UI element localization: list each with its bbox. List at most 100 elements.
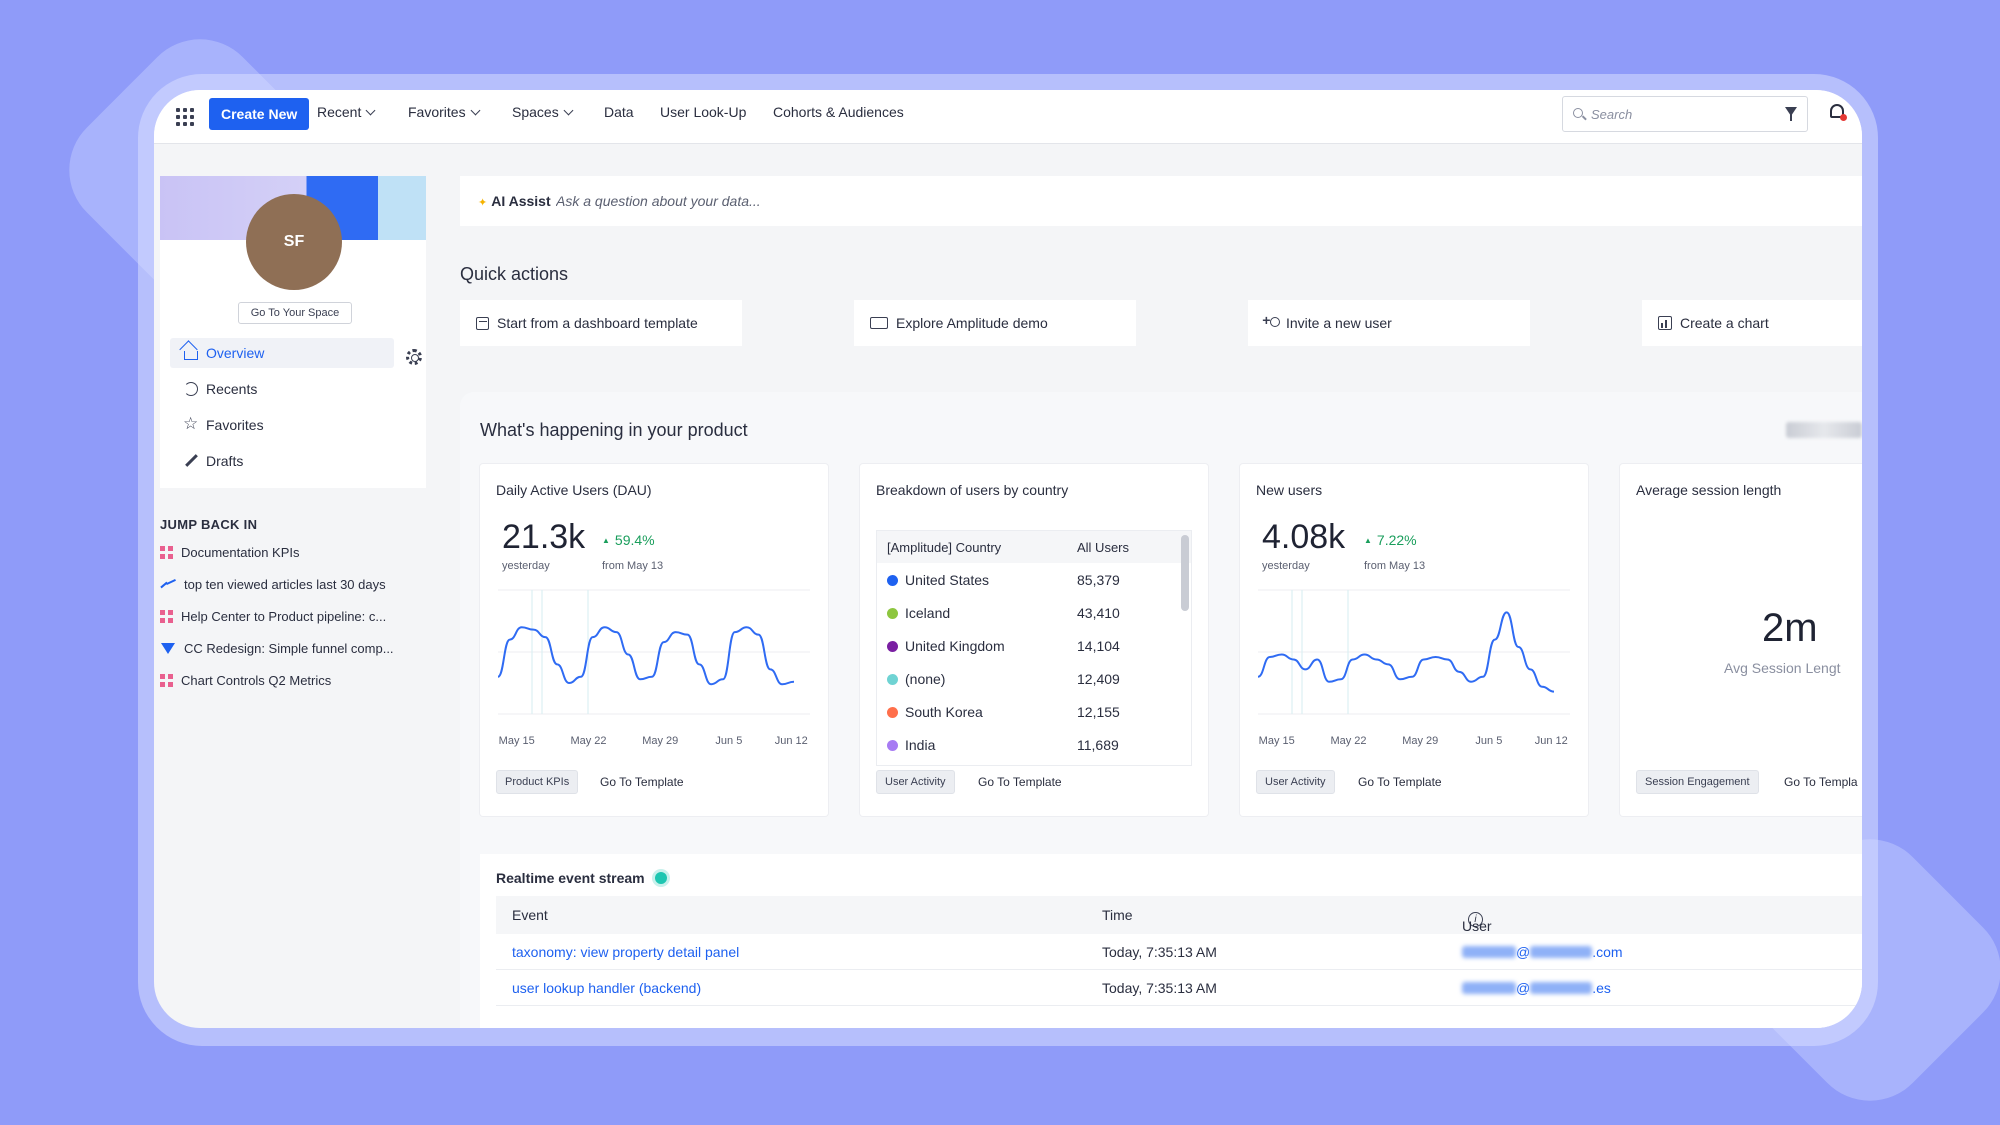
app-grid-icon[interactable] [176,108,194,126]
table-row[interactable]: (none) 12,409 [877,663,1177,696]
series-line [1258,611,1555,693]
sidebar-item-overview[interactable]: Overview [170,338,394,368]
dau-card[interactable]: Daily Active Users (DAU) 21.3k yesterday… [480,464,828,816]
sidebar-item-drafts[interactable]: Drafts [170,446,394,476]
nav-spaces[interactable]: Spaces [512,104,574,120]
session-length-value: 2m [1762,606,1818,650]
new-users-value: 4.08k [1262,518,1346,556]
search-input[interactable] [1591,103,1771,125]
go-to-template-link[interactable]: Go To Templa [1784,775,1858,789]
avatar[interactable]: SF [246,194,342,290]
ai-assist-bar: AI Assist [460,176,1862,226]
table-row[interactable]: user lookup handler (backend) Today, 7:35… [496,970,1862,1006]
jump-item[interactable]: Documentation KPIs [160,541,430,563]
series-color-dot [887,575,898,586]
go-to-template-link[interactable]: Go To Template [600,775,684,789]
table-row[interactable]: taxonomy: view property detail panel Toda… [496,934,1862,970]
dau-value: 21.3k [502,518,586,556]
new-users-card[interactable]: New users 4.08k yesterday 7.22% from May… [1240,464,1588,816]
pencil-icon [184,454,198,468]
column-header-user: User i [1462,907,1492,934]
jump-item[interactable]: top ten viewed articles last 30 days [160,573,430,595]
event-user[interactable]: @ .es [1462,980,1611,996]
card-tag[interactable]: User Activity [876,770,955,794]
table-scrollbar[interactable] [1181,535,1189,611]
go-to-template-link[interactable]: Go To Template [1358,775,1442,789]
gear-icon[interactable] [406,349,422,365]
dau-sub-label: yesterday [502,560,550,572]
session-length-card[interactable]: Average session length 2m Avg Session Le… [1620,464,1862,816]
nav-user-lookup[interactable]: User Look-Up [660,104,747,120]
table-row[interactable]: Iceland 43,410 [877,597,1177,630]
country-name: United States [905,572,990,588]
create-new-button[interactable]: Create New [209,98,310,130]
redacted-text [1530,946,1593,958]
quick-action-explore-demo[interactable]: Explore Amplitude demo [854,300,1136,346]
new-users-from-label: from May 13 [1364,560,1426,572]
quick-action-create-chart[interactable]: Create a chart [1642,300,1862,346]
jump-item[interactable]: Chart Controls Q2 Metrics [160,669,430,691]
quick-action-dashboard-template[interactable]: Start from a dashboard template [460,300,742,346]
jump-item[interactable]: CC Redesign: Simple funnel comp... [160,637,430,659]
country-user-count: 12,409 [1077,671,1120,687]
card-title: Breakdown of users by country [876,482,1069,498]
sidebar-item-label: Recents [206,381,258,397]
series-color-dot [887,707,898,718]
card-tag[interactable]: User Activity [1256,770,1335,794]
series-color-dot [887,674,898,685]
redacted-text [1462,982,1516,994]
demo-icon [870,317,888,329]
info-icon[interactable]: i [1468,912,1483,927]
filter-icon[interactable] [1785,107,1797,121]
jump-item-label: top ten viewed articles last 30 days [184,576,386,592]
sidebar-item-recents[interactable]: Recents [170,374,394,404]
profile-card: SF Go To Your Space Overview Recents Fav… [160,176,426,488]
redacted-text [1530,982,1593,994]
dashboard-icon [160,609,173,623]
table-row[interactable]: United States 85,379 [877,564,1177,597]
table-row[interactable]: India 11,689 [877,729,1177,762]
card-title: Daily Active Users (DAU) [496,482,652,498]
series-color-dot [887,608,898,619]
country-user-count: 14,104 [1077,638,1120,654]
quick-actions-title: Quick actions [460,264,569,284]
table-row[interactable]: United Kingdom 14,104 [877,630,1177,663]
quick-action-invite-user[interactable]: Invite a new user [1248,300,1530,346]
dau-delta: 59.4% [602,532,655,548]
product-panel-title: What's happening in your product [480,420,748,440]
card-tag[interactable]: Session Engagement [1636,770,1759,794]
table-row[interactable]: South Korea 12,155 [877,696,1177,729]
go-to-your-space-button[interactable]: Go To Your Space [238,302,352,324]
country-breakdown-card[interactable]: Breakdown of users by country [Amplitude… [860,464,1208,816]
search-box [1562,96,1808,132]
nav-data[interactable]: Data [604,104,634,120]
user-domain: .com [1592,944,1623,960]
jump-item[interactable]: Help Center to Product pipeline: c... [160,605,430,627]
go-to-template-link[interactable]: Go To Template [978,775,1062,789]
top-navigation: Create New Recent Favorites Spaces Data … [154,90,1862,144]
jump-back-in-title: JUMP BACK IN [160,517,258,532]
nav-recent[interactable]: Recent [317,104,376,120]
nav-recent-label: Recent [317,104,362,120]
country-name: India [905,737,936,753]
card-tag[interactable]: Product KPIs [496,770,579,794]
series-color-dot [887,641,898,652]
app-window: Create New Recent Favorites Spaces Data … [154,90,1862,1028]
ai-question-input[interactable] [556,188,1156,214]
country-user-count: 85,379 [1077,572,1120,588]
event-link[interactable]: taxonomy: view property detail panel [512,944,740,960]
card-title: Average session length [1636,482,1782,498]
session-length-label: Avg Session Lengt [1724,660,1841,676]
sidebar-item-favorites[interactable]: Favorites [170,410,394,440]
x-tick-label: May 29 [642,735,678,747]
funnel-icon [161,642,175,654]
event-link[interactable]: user lookup handler (backend) [512,980,702,996]
country-name: Iceland [905,605,951,621]
chevron-down-icon [365,105,376,115]
nav-cohorts-audiences[interactable]: Cohorts & Audiences [773,104,904,120]
x-tick-label: Jun 12 [775,735,808,747]
jump-item-label: Help Center to Product pipeline: c... [181,608,387,624]
event-user[interactable]: @ .com [1462,944,1623,960]
bell-icon[interactable] [1830,104,1844,118]
nav-favorites[interactable]: Favorites [408,104,481,120]
